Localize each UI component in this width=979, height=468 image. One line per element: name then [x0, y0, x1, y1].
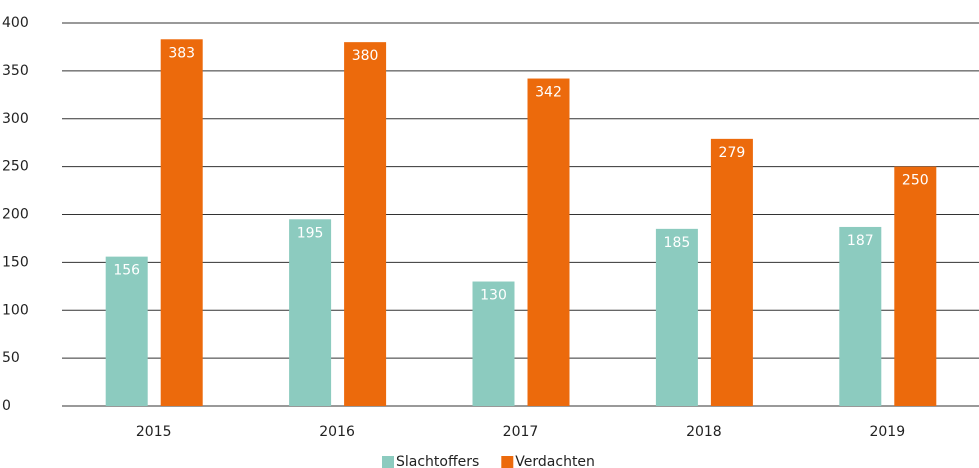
bar — [710, 138, 753, 407]
value-label: 279 — [719, 145, 746, 161]
legend-label: Slachtoffers — [396, 454, 479, 468]
bar — [160, 39, 203, 407]
y-tick-label: 0 — [2, 398, 11, 414]
value-label: 156 — [113, 263, 140, 279]
legend-swatch — [501, 456, 514, 468]
value-label: 380 — [352, 48, 379, 64]
x-tick-label: 2016 — [319, 424, 355, 440]
value-label: 250 — [902, 173, 929, 189]
value-label: 185 — [664, 235, 691, 251]
value-label: 187 — [847, 233, 874, 249]
value-label: 195 — [297, 225, 324, 241]
bar — [344, 42, 387, 407]
x-tick-label: 2019 — [869, 424, 905, 440]
bar — [472, 281, 515, 406]
y-tick-label: 400 — [2, 15, 29, 31]
legend-swatch — [382, 456, 394, 468]
y-tick-label: 350 — [2, 63, 29, 79]
x-tick-label: 2015 — [136, 424, 172, 440]
bar — [105, 256, 148, 406]
y-tick-label: 50 — [2, 350, 20, 366]
bar — [655, 228, 698, 406]
y-tick-label: 200 — [2, 207, 29, 223]
y-tick-label: 100 — [2, 302, 29, 318]
y-tick-label: 300 — [2, 111, 29, 127]
bar — [289, 219, 332, 406]
bar — [527, 78, 570, 406]
x-tick-label: 2017 — [503, 424, 539, 440]
value-label: 130 — [480, 288, 507, 304]
y-tick-label: 250 — [2, 159, 29, 175]
value-label: 342 — [535, 85, 562, 101]
x-tick-label: 2018 — [686, 424, 722, 440]
bar — [894, 166, 937, 406]
y-tick-label: 150 — [2, 254, 29, 270]
value-label: 383 — [168, 45, 195, 61]
legend-label: Verdachten — [515, 454, 595, 468]
bar — [839, 226, 882, 406]
